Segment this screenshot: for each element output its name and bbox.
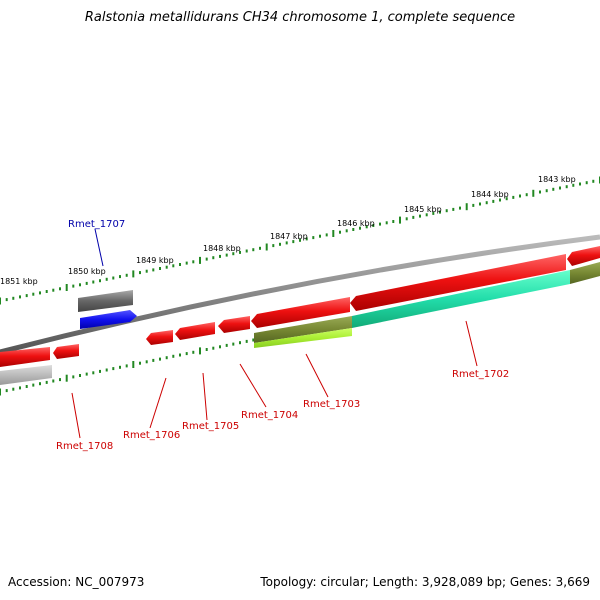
feature-olive-2[interactable]: [570, 262, 600, 284]
scale-labels: 1851 kbp 1850 kbp 1849 kbp 1848 kbp 1847…: [0, 175, 576, 286]
scale-label: 1850 kbp: [68, 267, 106, 276]
scale-label: 1846 kbp: [337, 219, 375, 228]
gene-red-left[interactable]: [0, 347, 50, 367]
feature-lime[interactable]: [254, 328, 352, 348]
leader-line: [465, 320, 478, 367]
gene-rmet-1704[interactable]: [218, 316, 250, 333]
scale-label: 1844 kbp: [471, 190, 509, 199]
gene-label-rmet-1708[interactable]: Rmet_1708: [56, 441, 113, 452]
gene-label-rmet-1703[interactable]: Rmet_1703: [303, 399, 360, 410]
leader-line: [305, 353, 329, 398]
gene-rmet-1703[interactable]: [251, 297, 350, 328]
reverse-strand-features: [0, 246, 600, 385]
gene-label-rmet-1705[interactable]: Rmet_1705: [182, 421, 239, 432]
gene-gray-left[interactable]: [0, 365, 52, 385]
outer-scale-ticks: [0, 176, 600, 305]
leader-line: [94, 228, 104, 267]
gene-rmet-1707-gray[interactable]: [78, 290, 133, 312]
feature-olive-1[interactable]: [254, 316, 352, 343]
forward-strand-features: [78, 290, 137, 329]
chromosome-backbone: [0, 234, 600, 355]
gene-label-rmet-1702[interactable]: Rmet_1702: [452, 369, 509, 380]
feature-teal[interactable]: [352, 270, 570, 328]
leader-line: [239, 363, 267, 408]
gene-label-rmet-1704[interactable]: Rmet_1704: [241, 410, 298, 421]
gene-rmet-1706[interactable]: [146, 330, 173, 345]
label-leaders: [71, 228, 478, 439]
scale-label: 1849 kbp: [136, 256, 174, 265]
gene-labels: Rmet_1707 Rmet_1708 Rmet_1706 Rmet_1705 …: [56, 219, 509, 452]
scale-label: 1851 kbp: [0, 277, 38, 286]
gene-rmet-1702[interactable]: [350, 254, 566, 311]
summary-text: Topology: circular; Length: 3,928,089 bp…: [260, 575, 590, 589]
gene-rmet-1708[interactable]: [53, 344, 79, 359]
gene-label-rmet-1707[interactable]: Rmet_1707: [68, 219, 125, 230]
scale-label: 1848 kbp: [203, 244, 241, 253]
leader-line: [149, 377, 167, 429]
leader-line: [71, 392, 81, 439]
scale-label: 1845 kbp: [404, 205, 442, 214]
gene-right-edge[interactable]: [567, 246, 600, 266]
scale-label: 1847 kbp: [270, 232, 308, 241]
gene-rmet-1707[interactable]: [80, 310, 137, 329]
accession-text: Accession: NC_007973: [8, 575, 145, 589]
map-title: Ralstonia metallidurans CH34 chromosome …: [84, 10, 516, 25]
leader-line: [202, 372, 208, 421]
gene-rmet-1705[interactable]: [175, 322, 215, 340]
scale-label: 1843 kbp: [538, 175, 576, 184]
gene-label-rmet-1706[interactable]: Rmet_1706: [123, 430, 180, 441]
